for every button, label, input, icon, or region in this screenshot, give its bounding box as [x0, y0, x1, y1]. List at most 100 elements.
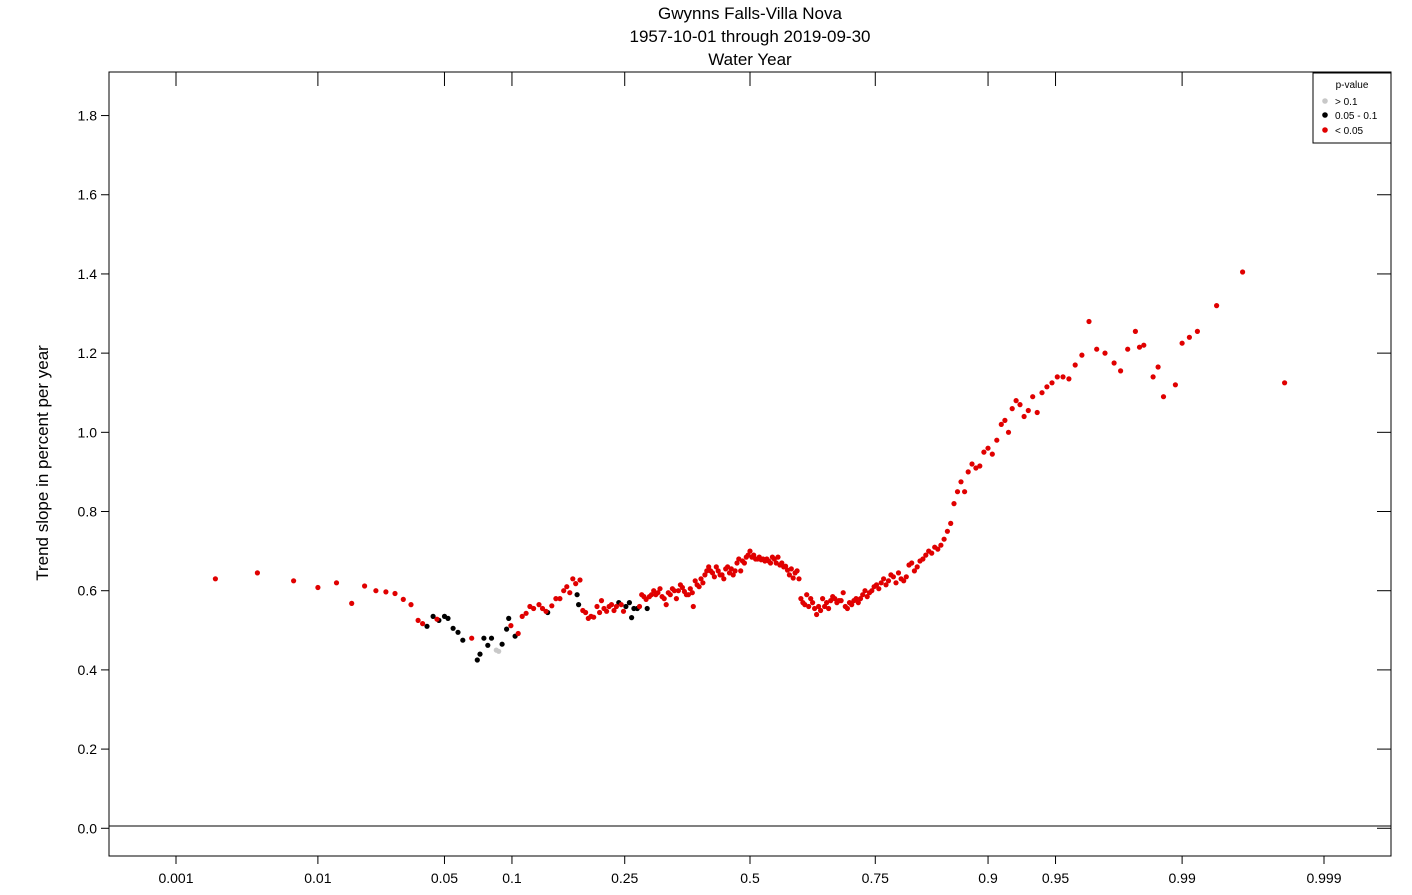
data-point	[400, 596, 406, 603]
data-point	[711, 574, 718, 580]
data-point	[895, 570, 902, 576]
data-point	[573, 581, 579, 587]
data-point	[496, 648, 502, 654]
plot-frame	[108, 71, 1392, 857]
data-point	[704, 568, 710, 574]
data-point	[1179, 340, 1185, 346]
chart-title: Gwynns Falls-Villa Nova	[658, 4, 842, 23]
data-point	[1118, 368, 1124, 374]
data-point	[901, 578, 907, 584]
data-point	[648, 592, 655, 598]
data-point	[611, 607, 617, 614]
data-point	[549, 603, 555, 609]
data-point	[1017, 402, 1023, 408]
data-point	[696, 584, 702, 590]
data-point	[420, 621, 426, 627]
data-point	[1186, 334, 1192, 340]
data-point	[1136, 344, 1143, 350]
data-point	[687, 586, 693, 592]
data-point	[613, 603, 620, 610]
data-point	[802, 602, 808, 608]
data-point	[804, 592, 810, 598]
data-point	[504, 626, 510, 632]
data-point	[730, 572, 736, 578]
y-axis: 0.0 0.2 0.4 0.6 0.8 1.0 1.2 1.4 1.6 1.8	[78, 108, 1391, 836]
y-tick-label: 0.4	[78, 662, 98, 678]
data-point	[583, 609, 589, 616]
data-point	[1005, 429, 1012, 435]
data-point	[1094, 346, 1100, 352]
data-point	[734, 560, 740, 566]
legend-marker-0-05-0-1	[1322, 112, 1328, 118]
y-tick-label: 1.8	[78, 108, 98, 124]
data-point	[903, 574, 909, 580]
data-point	[794, 568, 800, 574]
data-point	[920, 556, 926, 562]
data-point	[869, 588, 875, 594]
data-point	[885, 578, 892, 584]
data-point	[810, 600, 816, 606]
data-point	[499, 641, 505, 647]
data-point	[1013, 398, 1019, 404]
data-point	[798, 596, 804, 602]
data-point	[883, 582, 889, 588]
data-point	[965, 469, 971, 475]
data-point	[929, 550, 935, 556]
data-point	[840, 590, 846, 596]
data-point	[508, 623, 514, 629]
data-point	[604, 608, 610, 614]
data-point	[775, 554, 781, 560]
data-point	[661, 596, 667, 602]
data-point	[362, 583, 368, 589]
data-point	[890, 574, 897, 580]
data-point	[822, 603, 828, 610]
data-point	[373, 588, 379, 594]
data-point	[1102, 350, 1108, 356]
data-point	[618, 602, 624, 608]
data-point	[1044, 384, 1050, 390]
data-point	[450, 625, 456, 631]
data-point	[1160, 394, 1167, 400]
data-point	[989, 451, 995, 457]
data-point	[1240, 269, 1246, 275]
data-point	[685, 592, 692, 598]
y-tick-label: 1.6	[78, 187, 98, 203]
data-point	[577, 577, 583, 583]
data-point	[315, 584, 321, 591]
x-tick-label: 0.01	[304, 870, 331, 886]
data-point	[923, 552, 929, 558]
data-point	[460, 637, 466, 643]
data-point	[806, 603, 812, 610]
data-point	[818, 607, 824, 614]
data-point	[1054, 374, 1060, 380]
data-point	[958, 479, 964, 485]
data-point	[1282, 380, 1288, 386]
data-point	[751, 552, 757, 558]
data-point	[788, 566, 794, 572]
data-point	[1111, 360, 1117, 366]
data-point	[1030, 394, 1036, 400]
data-point	[909, 560, 915, 566]
data-point	[488, 635, 495, 641]
data-point	[962, 489, 968, 495]
y-tick-label: 1.2	[78, 345, 98, 361]
data-point	[597, 609, 603, 616]
data-point	[1141, 342, 1147, 348]
y-tick-label: 1.4	[78, 266, 98, 282]
data-point	[786, 572, 793, 578]
data-point	[951, 501, 957, 507]
data-point	[574, 592, 580, 598]
data-point	[679, 584, 686, 591]
data-point	[713, 564, 719, 570]
data-point	[881, 576, 887, 582]
x-tick-label: 0.25	[611, 870, 638, 886]
data-point	[434, 616, 440, 622]
data-point	[994, 437, 1000, 443]
data-point	[543, 608, 549, 614]
data-point	[941, 536, 947, 542]
data-point	[1125, 346, 1131, 352]
data-point	[1086, 318, 1092, 325]
data-point	[796, 576, 802, 582]
data-point	[598, 598, 605, 604]
data-point	[876, 586, 882, 592]
